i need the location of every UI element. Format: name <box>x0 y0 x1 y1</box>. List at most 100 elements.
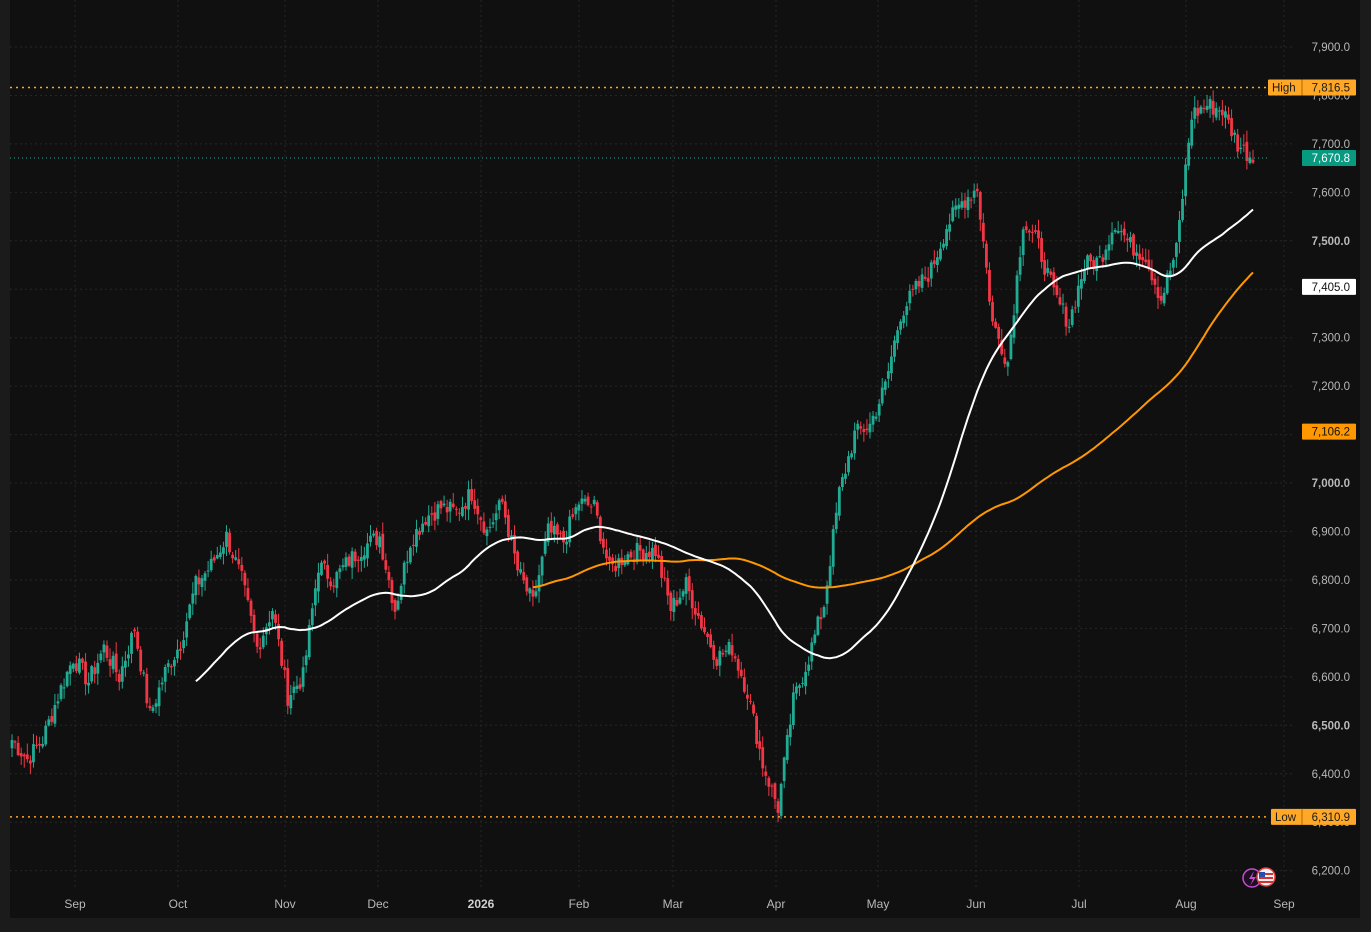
candle-body <box>813 634 817 643</box>
candle-body <box>1098 256 1102 258</box>
candle-body <box>185 621 189 638</box>
candle-body <box>22 754 26 757</box>
candle-body <box>819 616 823 620</box>
candle-body <box>1104 249 1108 260</box>
candle-body <box>25 754 29 760</box>
candle-body <box>1162 292 1166 304</box>
candle-body <box>209 558 213 571</box>
candle-body <box>638 545 642 551</box>
candle-body <box>1224 111 1227 118</box>
candle-body <box>856 423 860 430</box>
candle-body <box>905 306 909 316</box>
candle-body <box>197 577 201 585</box>
candle-body <box>206 570 210 572</box>
candle-body <box>840 477 844 488</box>
candle-body <box>1076 285 1080 307</box>
x-tick-label: Dec <box>367 897 388 911</box>
candle-body <box>1190 119 1194 146</box>
candle-body <box>681 591 685 597</box>
y-tick-label: 6,800.0 <box>1312 575 1350 587</box>
candle-body <box>1159 295 1163 301</box>
candle-body <box>390 580 394 603</box>
candle-body <box>228 532 231 553</box>
candle-body <box>1138 253 1142 260</box>
flag-canton <box>1259 872 1265 877</box>
candle-body <box>215 554 219 559</box>
candle-body <box>801 682 804 684</box>
low-tag-label: Low <box>1275 812 1297 824</box>
candle-body <box>601 538 605 548</box>
candle-body <box>372 533 375 536</box>
high-tag-label: High <box>1272 82 1296 94</box>
candle-body <box>546 523 550 543</box>
candle-body <box>1006 362 1010 367</box>
low-tag-value: 6,310.9 <box>1312 812 1350 824</box>
candle-body <box>1080 279 1083 289</box>
candle-body <box>537 575 541 592</box>
candle-body <box>948 224 952 232</box>
candle-body <box>332 585 336 587</box>
candle-body <box>461 507 464 516</box>
candle-body <box>396 600 400 610</box>
candle-body <box>157 687 161 707</box>
candle-body <box>874 416 878 419</box>
candle-body <box>166 663 170 667</box>
candle-body <box>402 562 406 585</box>
candle-body <box>1227 114 1230 120</box>
price-chart[interactable]: 7,900.07,800.07,700.07,600.07,500.07,400… <box>10 0 1360 918</box>
candle-body <box>1202 108 1206 110</box>
candle-body <box>767 777 771 787</box>
candle-body <box>598 516 602 542</box>
candle-body <box>991 301 994 322</box>
candle-body <box>954 205 958 210</box>
candle-body <box>68 665 72 674</box>
candle-body <box>203 573 207 581</box>
candle-body <box>1116 230 1120 233</box>
chart-canvas[interactable]: 7,900.07,800.07,700.07,600.07,500.07,400… <box>10 0 1360 918</box>
candle-body <box>690 590 694 609</box>
candle-body <box>424 521 428 525</box>
candle-body <box>310 608 314 626</box>
candle-body <box>798 685 801 688</box>
candle-body <box>647 551 651 558</box>
candle-body <box>1205 105 1209 111</box>
candle-body <box>712 644 716 660</box>
candle-body <box>1135 252 1138 256</box>
candle-body <box>837 487 841 516</box>
candle-body <box>1049 271 1053 275</box>
last-price-tag: 7,670.8 <box>1302 150 1356 167</box>
candle-body <box>791 692 795 726</box>
candle-body <box>779 783 783 816</box>
candle-body <box>249 600 253 616</box>
candle-body <box>488 526 492 528</box>
candle-body <box>194 575 198 596</box>
candle-body <box>1193 107 1197 119</box>
candle-body <box>93 667 97 675</box>
candle-body <box>356 559 360 561</box>
candle-body <box>344 557 348 567</box>
candle-body <box>415 529 418 547</box>
candle-body <box>1233 132 1237 135</box>
candle-body <box>56 701 60 704</box>
candle-body <box>883 381 887 390</box>
candle-body <box>975 188 979 192</box>
candle-body <box>133 629 136 632</box>
event-icons[interactable] <box>1242 867 1276 888</box>
candle-body <box>847 456 850 473</box>
candle-body <box>335 572 339 589</box>
candle-body <box>317 572 320 592</box>
y-tick-label: 7,000.0 <box>1312 478 1350 490</box>
candle-body <box>672 597 676 613</box>
candle-body <box>1073 307 1077 309</box>
candle-body <box>41 744 45 747</box>
candle-body <box>304 655 308 666</box>
candle-body <box>378 536 382 548</box>
candle-body <box>292 686 296 694</box>
candle-body <box>433 512 437 521</box>
candle-body <box>1196 108 1200 116</box>
candle-body <box>605 549 608 559</box>
candle-body <box>485 529 489 537</box>
candle-body <box>1015 275 1019 314</box>
candle-body <box>1141 256 1145 261</box>
candle-body <box>439 500 443 509</box>
